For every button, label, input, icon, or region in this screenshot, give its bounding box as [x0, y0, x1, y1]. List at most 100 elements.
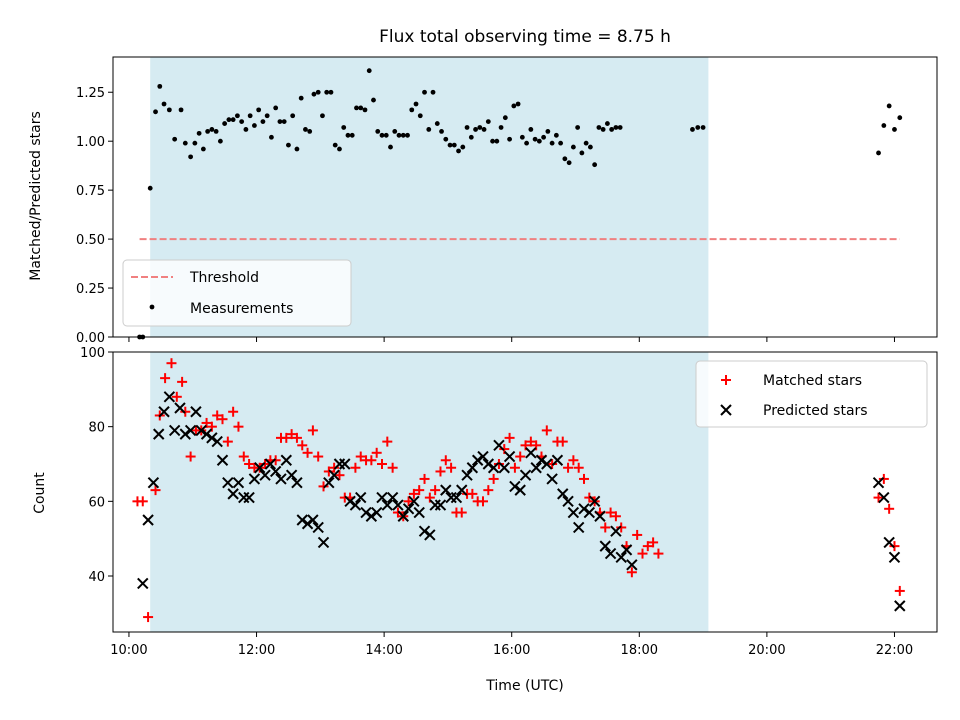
y-tick-label: 60: [88, 495, 105, 510]
data-point: [158, 406, 170, 418]
legend-measurements-label: Measurements: [190, 301, 293, 317]
data-point: [290, 113, 296, 119]
x-tick-label: 14:00: [365, 643, 402, 658]
marker-stroke: [349, 499, 362, 511]
marker-stroke: [200, 428, 213, 440]
data-point: [549, 140, 555, 146]
data-point: [200, 428, 213, 440]
y-tick-label: 80: [88, 421, 105, 436]
data-point: [227, 488, 239, 500]
data-point: [886, 103, 892, 109]
data-point: [417, 113, 423, 119]
data-point: [371, 97, 376, 103]
data-point: [234, 113, 240, 119]
data-point: [296, 514, 308, 526]
marker-stroke: [557, 488, 569, 500]
marker-stroke: [525, 447, 537, 459]
marker-stroke: [466, 462, 479, 474]
top-y-axis-label: Matched/Predicted stars: [28, 111, 44, 281]
marker-stroke: [174, 402, 186, 414]
data-point: [547, 459, 558, 469]
data-point: [153, 109, 158, 115]
data-point: [884, 503, 895, 514]
data-point: [286, 429, 297, 440]
x-tick-label: 16:00: [493, 643, 530, 658]
marker-stroke: [158, 406, 170, 418]
data-point: [514, 484, 526, 496]
marker-stroke: [280, 454, 293, 466]
data-point: [275, 473, 287, 485]
data-point: [572, 521, 585, 534]
data-point: [405, 132, 410, 138]
data-point: [889, 541, 900, 552]
data-point: [281, 119, 287, 125]
data-point: [545, 129, 551, 134]
data-point: [892, 127, 897, 132]
marker-stroke: [168, 424, 181, 437]
data-point: [525, 447, 537, 459]
data-point: [562, 495, 574, 508]
x-axis-label: Time (UTC): [485, 678, 563, 694]
data-point: [168, 424, 181, 437]
data-point: [515, 451, 526, 462]
marker-stroke: [254, 462, 266, 474]
data-point: [147, 185, 153, 191]
plot-frame: [112, 56, 938, 338]
data-point: [477, 450, 489, 463]
data-point: [147, 476, 160, 489]
data-point: [260, 119, 266, 125]
data-point: [192, 140, 198, 146]
data-point: [232, 476, 245, 489]
data-point: [424, 529, 436, 541]
marker-stroke: [503, 450, 516, 463]
data-point: [418, 525, 431, 537]
marker-stroke: [243, 491, 255, 504]
marker-stroke: [259, 469, 271, 481]
data-point: [243, 491, 255, 504]
data-point: [690, 127, 695, 132]
data-point: [216, 454, 229, 466]
data-point: [873, 492, 884, 503]
data-point: [468, 134, 474, 140]
marker-stroke: [211, 435, 223, 448]
marker-stroke: [142, 514, 154, 526]
marker-stroke: [514, 484, 526, 496]
data-point: [642, 541, 653, 552]
data-point: [222, 436, 233, 447]
data-point: [350, 462, 361, 473]
data-point: [600, 522, 611, 533]
series-predicted-stars: [137, 391, 906, 612]
data-point: [511, 103, 517, 109]
marker-stroke: [482, 458, 495, 470]
data-point: [387, 462, 398, 473]
data-point: [318, 481, 329, 492]
data-point: [430, 485, 441, 496]
data-point: [596, 125, 602, 130]
data-point: [184, 424, 197, 437]
marker-stroke: [509, 480, 521, 493]
data-point: [594, 510, 606, 522]
marker-stroke: [535, 454, 548, 466]
data-point: [163, 391, 176, 403]
data-point: [525, 436, 536, 447]
data-point: [161, 101, 167, 107]
data-point: [541, 134, 547, 140]
data-point: [490, 138, 495, 144]
data-point: [493, 459, 504, 469]
data-point: [397, 510, 409, 522]
data-point: [172, 136, 178, 142]
data-point: [524, 140, 529, 146]
marker-stroke: [440, 484, 452, 496]
y-tick-label: 100: [80, 346, 105, 361]
marker-stroke: [578, 503, 590, 515]
data-point: [471, 454, 484, 466]
data-point: [157, 83, 163, 89]
data-point: [307, 514, 319, 526]
data-point: [485, 119, 491, 125]
data-point: [626, 567, 637, 578]
data-point: [160, 373, 171, 384]
data-point: [349, 499, 362, 511]
marker-stroke: [285, 469, 298, 481]
marker-stroke: [275, 473, 287, 485]
legend-box: [122, 259, 352, 327]
